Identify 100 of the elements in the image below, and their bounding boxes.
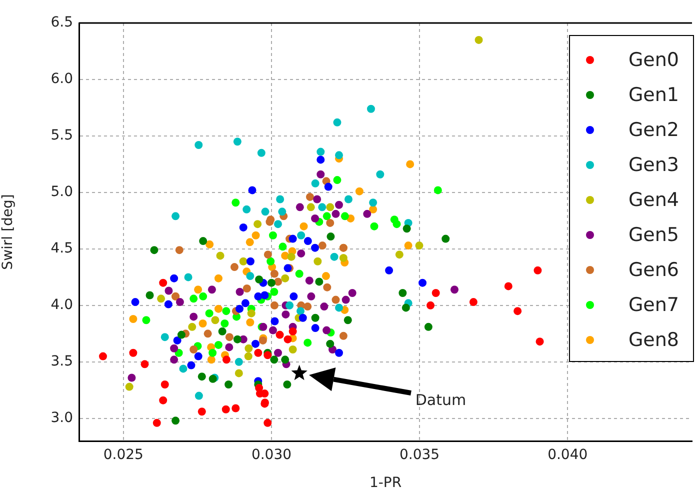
- point: [270, 317, 279, 326]
- point: [274, 220, 282, 228]
- y-tick-label: 6.5: [50, 14, 73, 31]
- point: [175, 246, 184, 254]
- point: [424, 322, 432, 331]
- point: [298, 314, 307, 322]
- point: [214, 274, 222, 282]
- x-axis-title: 1-PR: [369, 475, 402, 492]
- point: [306, 203, 315, 212]
- point: [184, 273, 192, 282]
- point: [311, 324, 320, 332]
- point: [326, 203, 334, 212]
- point: [222, 307, 230, 316]
- point: [344, 195, 352, 204]
- point: [152, 418, 161, 427]
- point: [218, 327, 226, 336]
- point: [369, 205, 378, 214]
- point: [296, 203, 304, 212]
- point: [348, 289, 356, 298]
- point: [244, 344, 253, 352]
- point: [236, 288, 244, 296]
- point: [234, 369, 243, 378]
- point: [295, 270, 304, 278]
- point: [129, 348, 138, 357]
- point: [287, 252, 296, 261]
- legend-label: Gen3: [628, 154, 679, 176]
- point: [311, 214, 320, 222]
- point: [307, 292, 316, 300]
- point: [266, 257, 275, 266]
- point: [355, 187, 364, 196]
- point: [207, 356, 216, 364]
- point: [278, 242, 287, 251]
- point: [159, 396, 168, 404]
- point: [246, 272, 254, 280]
- point: [330, 252, 338, 261]
- point: [190, 312, 198, 321]
- point: [194, 352, 202, 360]
- point: [236, 304, 244, 313]
- point: [290, 292, 298, 300]
- point: [297, 231, 306, 240]
- y-tick-label: 5.5: [50, 128, 73, 144]
- point: [159, 278, 168, 287]
- point: [242, 205, 251, 214]
- point: [376, 170, 384, 178]
- point: [267, 278, 276, 287]
- point: [214, 340, 222, 349]
- point: [335, 200, 344, 209]
- point: [536, 338, 544, 346]
- point: [198, 372, 206, 381]
- point: [206, 240, 214, 248]
- point: [404, 242, 412, 250]
- point: [288, 327, 297, 336]
- point: [194, 392, 203, 400]
- x-tick-label: 0.040: [548, 447, 588, 464]
- y-axis-title: Swirl [deg]: [0, 194, 16, 270]
- point: [311, 314, 320, 322]
- point: [315, 278, 324, 286]
- point: [284, 335, 292, 344]
- point: [129, 314, 138, 323]
- point: [385, 266, 394, 274]
- point: [187, 361, 196, 370]
- point: [239, 223, 248, 232]
- point: [174, 348, 183, 357]
- point: [342, 296, 350, 304]
- point: [304, 237, 312, 246]
- point: [131, 298, 140, 306]
- point: [274, 278, 282, 286]
- point: [157, 294, 166, 303]
- point: [234, 358, 243, 366]
- point: [170, 344, 178, 352]
- y-tick-label: 4.0: [50, 297, 73, 314]
- point: [246, 318, 254, 326]
- point: [146, 291, 154, 300]
- y-tick-label: 3.0: [50, 410, 73, 426]
- point: [239, 257, 248, 266]
- y-tick-label: 5.0: [50, 184, 73, 200]
- point: [306, 192, 314, 201]
- point: [194, 286, 202, 294]
- y-tick-label: 3.5: [50, 354, 73, 370]
- point: [322, 326, 331, 334]
- point: [415, 242, 424, 250]
- point: [474, 36, 483, 44]
- point: [264, 418, 272, 427]
- point: [363, 210, 372, 218]
- point: [244, 352, 252, 360]
- point: [314, 257, 322, 266]
- legend-label: Gen5: [628, 224, 679, 246]
- point: [274, 348, 282, 357]
- point: [332, 296, 340, 304]
- point: [318, 242, 326, 250]
- point: [261, 208, 270, 216]
- legend-label: Gen7: [628, 294, 679, 316]
- point: [320, 302, 328, 311]
- point: [281, 356, 290, 364]
- point: [241, 299, 250, 308]
- point: [125, 382, 134, 391]
- point: [324, 182, 332, 191]
- point: [333, 176, 342, 184]
- point: [257, 148, 266, 157]
- point: [190, 345, 198, 354]
